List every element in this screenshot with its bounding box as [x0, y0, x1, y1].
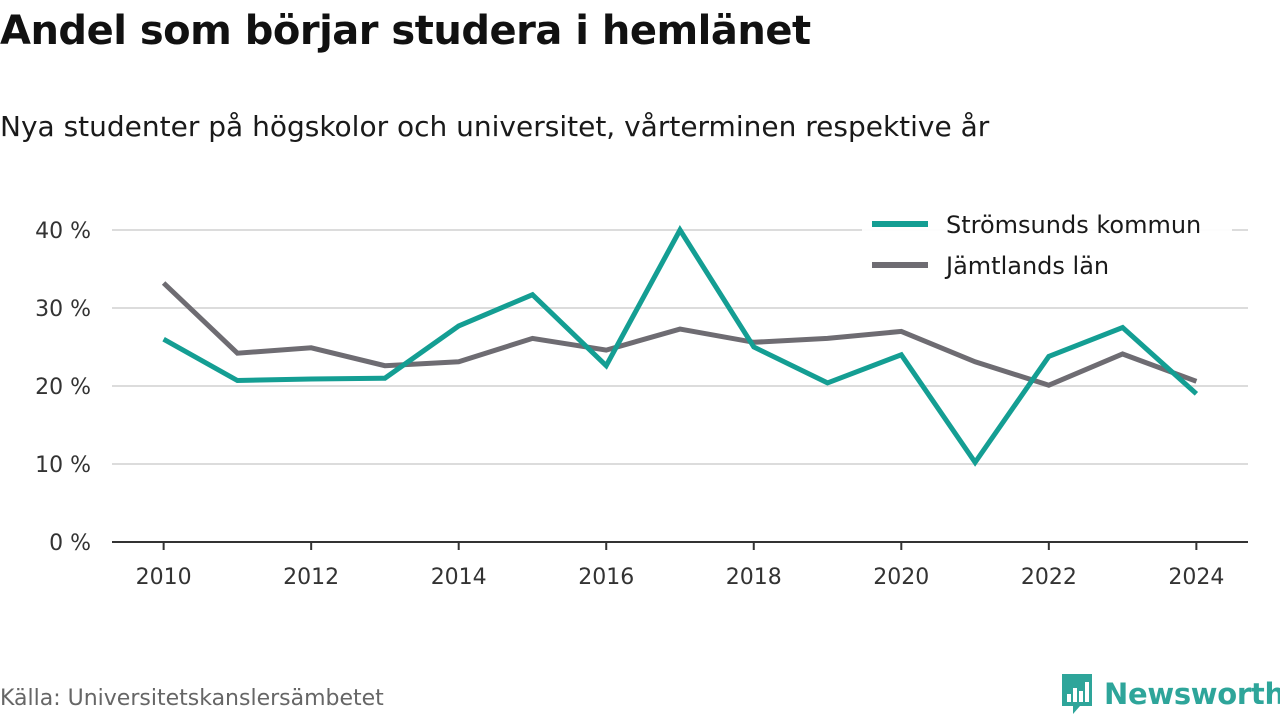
y-tick-label: 0 %	[49, 531, 91, 556]
x-tick-label: 2014	[431, 565, 487, 590]
brand-name: Newsworthy	[1104, 677, 1280, 711]
chart-title: Andel som börjar studera i hemlänet	[0, 8, 811, 54]
x-axis: 2010 2012 2014 2016 2018 2020 2022 2024	[112, 541, 1248, 590]
x-tick-label: 2010	[136, 565, 192, 590]
y-tick-label: 10 %	[35, 453, 91, 478]
legend-background	[862, 200, 1232, 290]
x-tick-label: 2024	[1168, 565, 1224, 590]
legend-label: Strömsunds kommun	[946, 211, 1201, 239]
y-tick-label: 20 %	[35, 375, 91, 400]
series-line-jamtlands-lan	[161, 281, 1198, 388]
x-tick-label: 2022	[1021, 565, 1077, 590]
x-tick-label: 2012	[283, 565, 339, 590]
x-tick-label: 2020	[873, 565, 929, 590]
source-credit: Källa: Universitetskanslersämbetet	[0, 686, 384, 711]
bar-chart-speech-bubble-icon	[1062, 674, 1092, 714]
brand-logo: Newsworthy	[1060, 672, 1280, 716]
legend-label: Jämtlands län	[944, 252, 1109, 280]
x-tick-label: 2018	[726, 565, 782, 590]
legend: Strömsunds kommun Jämtlands län	[862, 200, 1232, 290]
y-axis-labels: 0 % 10 % 20 % 30 % 40 %	[35, 219, 91, 556]
x-tick-label: 2016	[578, 565, 634, 590]
series-lines	[161, 225, 1199, 467]
y-tick-label: 30 %	[35, 297, 91, 322]
series-line-stromsunds-kommun	[162, 225, 1199, 467]
chart-subtitle: Nya studenter på högskolor och universit…	[0, 110, 990, 143]
y-tick-label: 40 %	[35, 219, 91, 244]
